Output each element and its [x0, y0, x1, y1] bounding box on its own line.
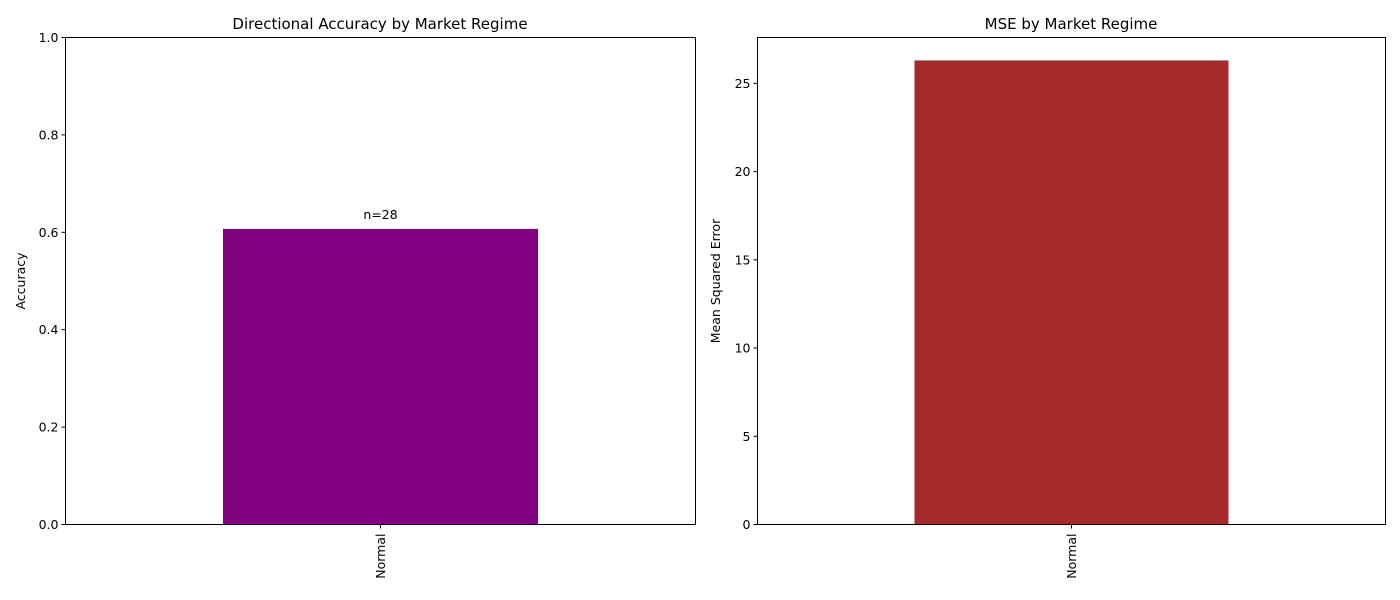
accuracy-x-tick-label: Normal: [373, 534, 388, 579]
accuracy-bar-normal: [223, 228, 538, 525]
mse-y-tick-label: 20: [735, 164, 751, 179]
accuracy-y-tick-label: 0.2: [39, 420, 59, 435]
mse-bar-normal: [914, 60, 1229, 525]
accuracy-bars: [223, 228, 538, 525]
accuracy-annotations: n=28: [363, 207, 397, 222]
accuracy-plot-frame: [65, 37, 696, 525]
mse-chart-panel: MSE by Market Regime Mean Squared Error …: [708, 15, 1386, 579]
mse-y-tick-label: 5: [743, 429, 751, 444]
mse-y-tick-label: 0: [743, 517, 751, 532]
mse-y-tick-label: 25: [735, 76, 751, 91]
mse-bars: [914, 60, 1229, 525]
mse-y-ticks: 0 5 10 15 20 25: [735, 76, 758, 532]
mse-x-ticks: Normal: [1064, 524, 1079, 579]
accuracy-y-tick-label: 0.8: [39, 127, 59, 142]
mse-chart-title: MSE by Market Regime: [985, 15, 1158, 33]
mse-y-tick-label: 10: [735, 341, 751, 356]
accuracy-y-axis-label: Accuracy: [13, 252, 28, 310]
accuracy-chart-panel: Directional Accuracy by Market Regime Ac…: [13, 15, 696, 579]
accuracy-y-tick-label: 0.4: [39, 322, 59, 337]
accuracy-x-ticks: Normal: [373, 524, 388, 579]
accuracy-y-ticks: 0.0 0.2 0.4 0.6 0.8 1.0: [39, 30, 66, 532]
accuracy-y-tick-label: 0.0: [39, 517, 59, 532]
accuracy-y-tick-label: 0.6: [39, 225, 59, 240]
accuracy-bar-annotation: n=28: [363, 207, 397, 222]
mse-plot-frame: [757, 37, 1386, 525]
mse-y-tick-label: 15: [735, 252, 751, 267]
accuracy-y-tick-label: 1.0: [39, 30, 59, 45]
mse-y-axis-label: Mean Squared Error: [708, 218, 723, 343]
accuracy-chart-title: Directional Accuracy by Market Regime: [232, 15, 527, 33]
mse-x-tick-label: Normal: [1064, 534, 1079, 579]
